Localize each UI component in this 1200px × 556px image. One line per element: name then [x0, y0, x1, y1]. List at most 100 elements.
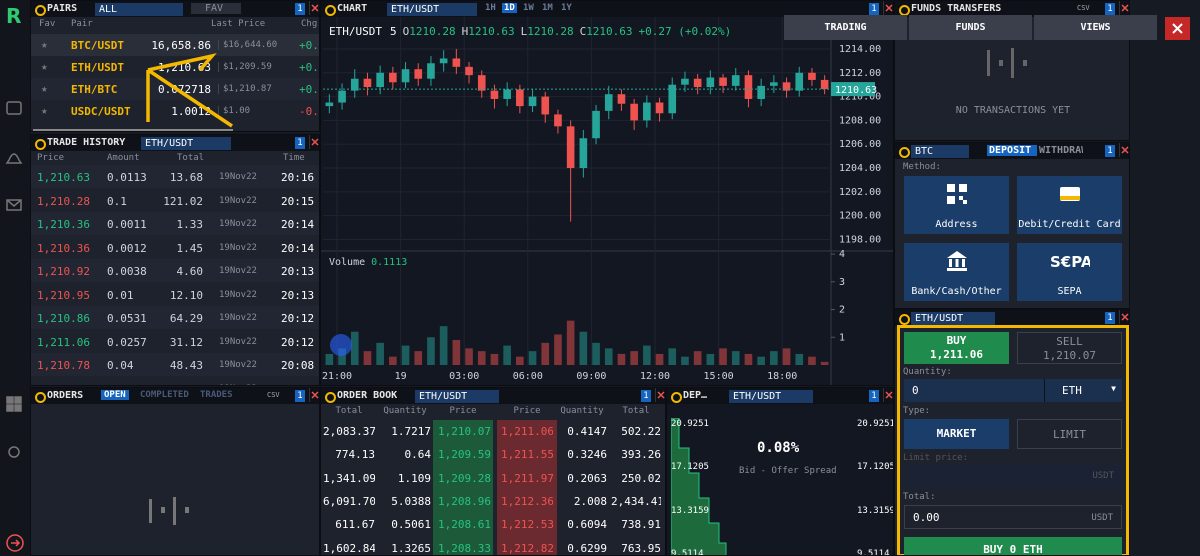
pair-select[interactable]: ETH/USDT	[387, 3, 477, 16]
logo[interactable]: R	[6, 4, 22, 28]
trade-row: 1,210.28 0.1 121.02 19Nov22 20:15	[31, 188, 319, 212]
volume-bar	[338, 348, 346, 365]
volume-legend: Volume 0.1113	[329, 257, 407, 268]
panel-title: CHART	[337, 3, 368, 14]
close-icon[interactable]	[883, 388, 893, 402]
orders-tab[interactable]: TRADES	[200, 390, 233, 400]
method-button[interactable]: Debit/Credit Card	[1017, 176, 1122, 234]
interval-button[interactable]: 1W	[523, 3, 534, 13]
orders-tab[interactable]: OPEN	[101, 390, 129, 400]
close-button[interactable]	[1165, 17, 1190, 40]
unit-select[interactable]: ETH ▼	[1044, 379, 1122, 402]
order-book-panel: ORDER BOOK ETH/USDT 1 Total Quantity Price P…	[320, 387, 666, 556]
nav-item[interactable]: TRADING	[784, 15, 907, 40]
trade-time: 20:08	[281, 359, 315, 372]
method-label: Debit/Credit Card	[1018, 219, 1121, 230]
legend-part: 1210.28	[527, 25, 573, 38]
total-input[interactable]: 0.00 USDT	[904, 505, 1122, 529]
method-button[interactable]: Bank/Cash/Other	[904, 243, 1009, 301]
interval-button[interactable]: 1H	[485, 3, 496, 13]
unit: ETH	[1062, 384, 1082, 397]
tab-deposit[interactable]: DEPOSIT	[987, 145, 1037, 156]
interval-button[interactable]: 1Y	[561, 3, 572, 13]
book-cell: 250.02	[621, 471, 661, 485]
candle-body	[617, 94, 626, 104]
nav-item[interactable]: FUNDS	[909, 15, 1032, 40]
panel-badge[interactable]: 1	[1105, 3, 1115, 15]
trade-row: 1,210.78 0.04 48.43 19Nov22 20:08	[31, 353, 319, 376]
volume-bar	[757, 356, 765, 365]
method-icon	[904, 182, 1009, 209]
asset-select[interactable]: BTC	[911, 145, 969, 158]
book-cell: 1,211.97	[501, 471, 553, 485]
sell-button[interactable]: SELL 1,210.07	[1017, 332, 1122, 364]
volume-bar	[731, 351, 740, 365]
pair-name: ETH/USDT	[71, 61, 124, 74]
fav-filter[interactable]: FAV	[191, 3, 241, 14]
close-icon[interactable]	[1119, 143, 1129, 157]
trade-total: 48.43	[169, 359, 203, 372]
panel-badge[interactable]: 1	[641, 390, 651, 402]
panel-badge[interactable]: 1	[1105, 145, 1115, 157]
market-button[interactable]: MARKET	[904, 419, 1009, 449]
quantity-input[interactable]: 0	[904, 379, 1044, 402]
panel-badge[interactable]: 1	[869, 3, 879, 15]
method-button[interactable]: S€PA SEPA	[1017, 243, 1122, 301]
book-cell: 1,212.53	[501, 518, 553, 532]
pair-select[interactable]: ETH/USDT	[911, 312, 995, 325]
close-icon[interactable]	[655, 388, 665, 402]
panel-badge[interactable]: 1	[869, 390, 879, 402]
trade-amount: 0.0113	[107, 171, 147, 184]
change: +0.	[299, 39, 319, 52]
x-tick-label: 15:00	[704, 371, 734, 382]
trade-price: 1,210.88	[37, 383, 90, 386]
x-tick-label: 06:00	[513, 371, 543, 382]
panel-badge[interactable]: 1	[1105, 312, 1115, 324]
logout-icon[interactable]	[4, 532, 26, 554]
candle-body	[706, 77, 715, 88]
limit-button[interactable]: LIMIT	[1017, 419, 1122, 449]
close-icon[interactable]	[309, 1, 319, 15]
interval-button[interactable]: 1D	[502, 3, 517, 13]
pair-select[interactable]: ETH/USDT	[415, 390, 499, 403]
pair-row[interactable]: ★ ETH/USDT 1,210.63 $1,209.59 +0.	[31, 56, 319, 78]
nav-item[interactable]: VIEWS	[1034, 15, 1157, 40]
pair-select[interactable]: ETH/USDT	[141, 137, 231, 150]
csv-button[interactable]: CSV	[1077, 4, 1090, 12]
book-cell: 763.95	[621, 541, 661, 555]
volume-bar	[376, 342, 384, 365]
panel-badge[interactable]: 1	[295, 3, 305, 15]
candle-body	[389, 72, 397, 83]
svg-text:S€PA: S€PA	[1050, 253, 1090, 271]
deposit-panel: BTC DEPOSIT WITHDRAW Method: 1 Address Deb…	[894, 142, 1130, 309]
spread-label: Bid - Offer Spread	[739, 466, 837, 476]
method-label: Bank/Cash/Other	[911, 286, 1002, 297]
candle-body	[427, 63, 435, 79]
pair-row[interactable]: ★ BTC/USDT 16,658.86 $16,644.60 +0.	[31, 34, 319, 56]
close-icon[interactable]	[1119, 1, 1129, 15]
pair-row[interactable]: ★ USDC/USDT 1.0012 $1.00 -0.	[31, 100, 319, 122]
interval-button[interactable]: 1M	[542, 3, 553, 13]
pair-select[interactable]: ETH/USDT	[729, 390, 813, 403]
csv-button[interactable]: CSV	[267, 391, 280, 399]
close-icon[interactable]	[309, 135, 319, 149]
column-header: Fav	[39, 19, 56, 29]
method-icon	[1017, 182, 1122, 209]
close-icon[interactable]	[309, 388, 319, 402]
submit-button[interactable]: BUY 0 ETH	[904, 537, 1122, 555]
candle-body	[401, 69, 410, 83]
pair-filter[interactable]: ALL	[95, 3, 183, 16]
method-button[interactable]: Address	[904, 176, 1009, 234]
close-icon[interactable]	[1119, 310, 1129, 324]
panel-badge[interactable]: 1	[295, 390, 305, 402]
candle-body	[503, 89, 511, 99]
tab-withdraw[interactable]: WITHDRAW	[1039, 145, 1083, 156]
legend-part: 5	[390, 25, 397, 38]
close-icon[interactable]	[883, 1, 893, 15]
trade-time: 20:12	[281, 312, 315, 325]
trade-price: 1,210.86	[37, 312, 90, 325]
orders-tab[interactable]: COMPLETED	[140, 390, 189, 400]
book-cell: 1.7217	[391, 425, 431, 438]
panel-badge[interactable]: 1	[295, 137, 305, 149]
buy-button[interactable]: BUY 1,211.06	[904, 332, 1009, 364]
